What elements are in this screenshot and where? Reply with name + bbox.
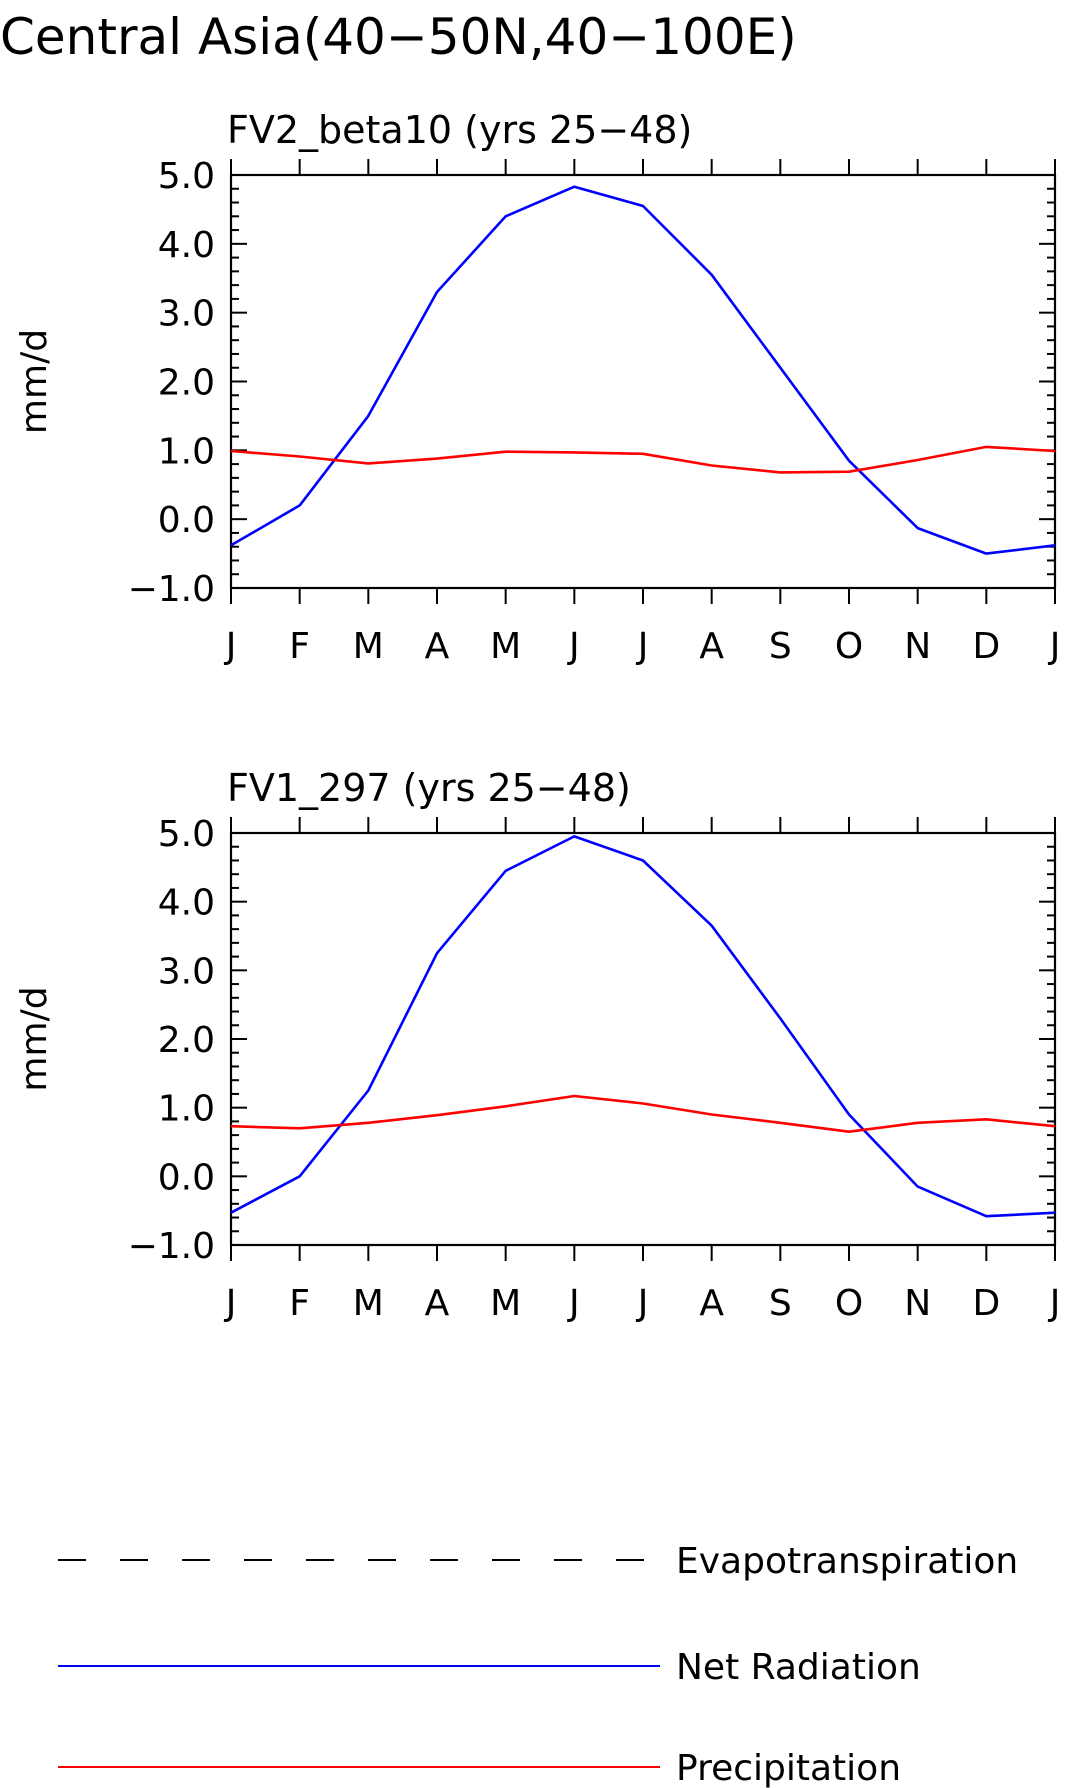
x-tick-label: J <box>1048 626 1061 667</box>
series-line-net-radiation <box>230 185 1056 555</box>
x-tick-label: N <box>904 1283 931 1324</box>
y-axis-label: mm/d <box>14 986 55 1091</box>
x-tick-label: J <box>1048 1283 1061 1324</box>
x-tick-label: A <box>425 626 450 667</box>
y-tick-label: 3.0 <box>158 294 215 335</box>
plot-frame <box>229 173 1057 590</box>
y-axis-label: mm/d <box>14 329 55 434</box>
x-tick-label: S <box>769 626 792 667</box>
x-tick-label: J <box>636 626 649 667</box>
y-tick-label: 1.0 <box>158 1089 215 1130</box>
series-line-precipitation <box>230 445 1056 474</box>
x-tick-label: M <box>353 626 384 667</box>
x-tick-label: S <box>769 1283 792 1324</box>
y-tick-label: 4.0 <box>158 225 215 266</box>
y-tick-label: 4.0 <box>158 883 215 924</box>
y-tick-label: −1.0 <box>128 1226 215 1267</box>
x-tick-label: J <box>636 1283 649 1324</box>
x-tick-label: N <box>904 626 931 667</box>
x-tick-label: D <box>972 1283 1000 1324</box>
panel-title: FV1_297 (yrs 25−48) <box>227 766 631 810</box>
figure-title: Central Asia(40−50N,40−100E) <box>0 8 797 66</box>
x-tick-label: D <box>972 626 1000 667</box>
series-line-precipitation <box>230 1094 1056 1133</box>
x-tick-label: F <box>289 1283 310 1324</box>
y-tick-label: 0.0 <box>158 1157 215 1198</box>
legend: Evapotranspiration Net Radiation Precipita… <box>58 1541 1018 1788</box>
legend-label: Evapotranspiration <box>676 1541 1018 1582</box>
x-tick-label: J <box>567 626 580 667</box>
x-tick-label: M <box>490 626 521 667</box>
x-tick-label: F <box>289 626 310 667</box>
y-tick-label: 0.0 <box>158 500 215 541</box>
y-tick-label: 2.0 <box>158 1020 215 1061</box>
x-tick-label: J <box>224 1283 237 1324</box>
x-tick-label: J <box>224 626 237 667</box>
x-tick-label: A <box>699 1283 724 1324</box>
x-tick-label: J <box>567 1283 580 1324</box>
y-tick-label: −1.0 <box>128 569 215 610</box>
chart-panel-2: FV1_297 (yrs 25−48) −1.0 0.0 1.0 2.0 3.0 4.0 5.… <box>14 766 1060 1324</box>
x-tick-label: A <box>425 1283 450 1324</box>
x-tick-label: O <box>835 626 863 667</box>
legend-label: Precipitation <box>676 1748 901 1788</box>
chart-panels: FV2_beta10 (yrs 25−48) −1.0 0.0 1.0 2.0 3.0 4.… <box>14 108 1060 1324</box>
x-tick-label: M <box>490 1283 521 1324</box>
y-tick-label: 5.0 <box>158 156 215 197</box>
y-tick-label: 3.0 <box>158 951 215 992</box>
y-tick-label: 2.0 <box>158 363 215 404</box>
chart-panel-1: FV2_beta10 (yrs 25−48) −1.0 0.0 1.0 2.0 3.0 4.… <box>14 108 1060 667</box>
legend-label: Net Radiation <box>676 1647 921 1688</box>
y-tick-label: 5.0 <box>158 814 215 855</box>
x-tick-label: M <box>353 1283 384 1324</box>
y-tick-label: 1.0 <box>158 431 215 472</box>
plot-frame <box>229 831 1057 1247</box>
x-tick-label: A <box>699 626 724 667</box>
panel-title: FV2_beta10 (yrs 25−48) <box>227 108 692 152</box>
x-tick-label: O <box>835 1283 863 1324</box>
series-line-net-radiation <box>230 835 1056 1218</box>
